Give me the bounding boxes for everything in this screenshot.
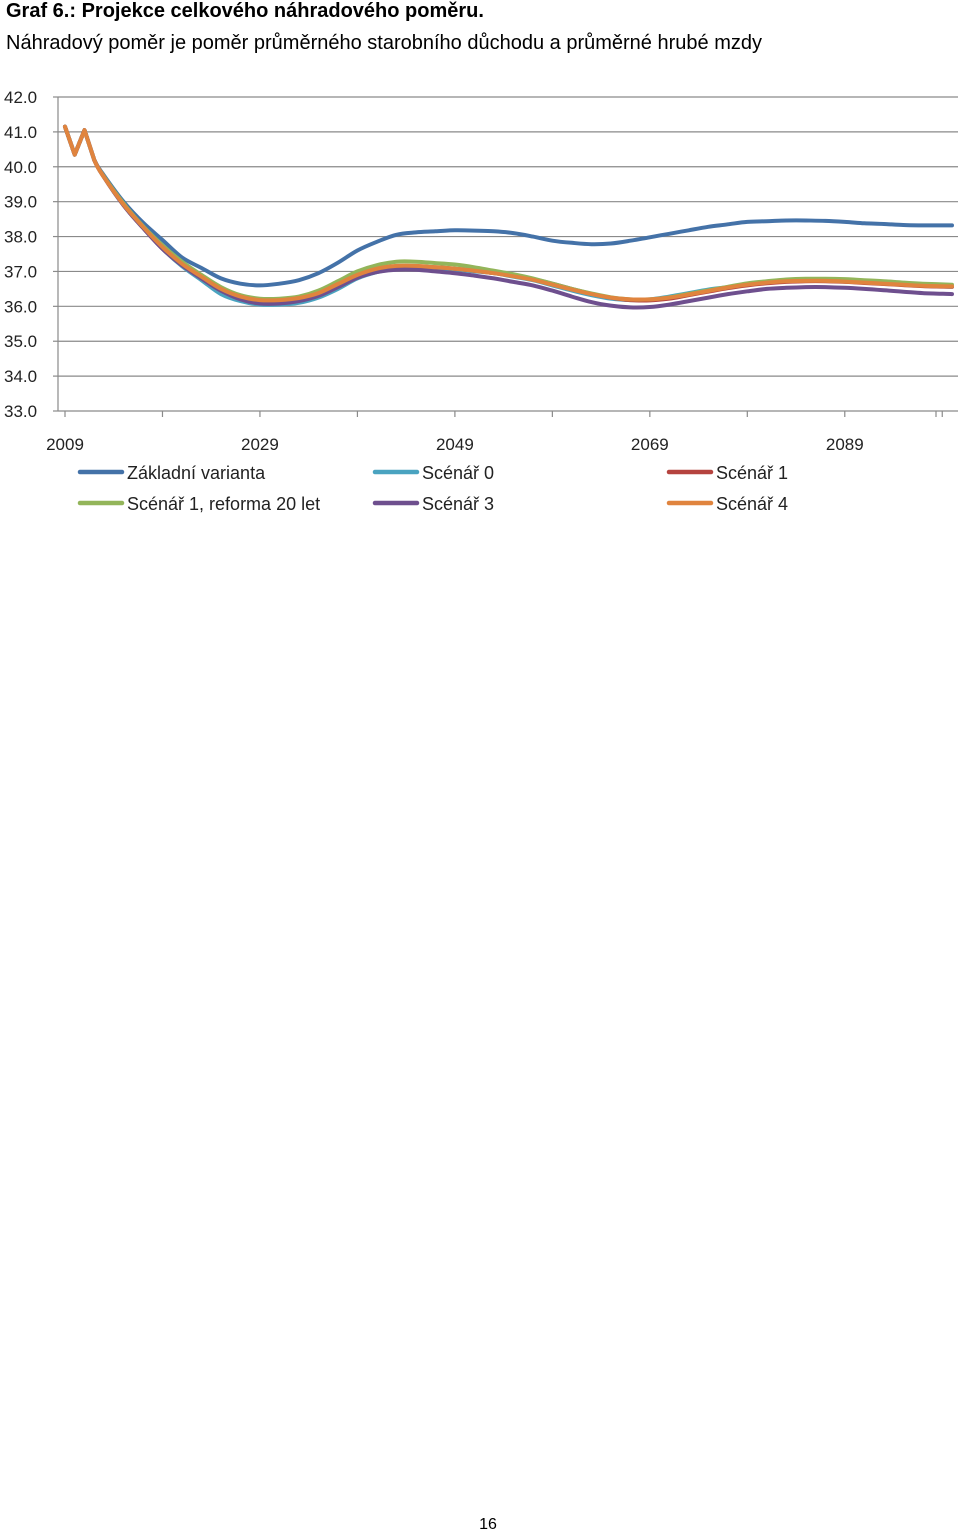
y-tick-label: 33.0 — [4, 402, 37, 421]
legend-label: Scénář 4 — [716, 494, 788, 514]
x-tick-label: 2089 — [826, 435, 864, 454]
x-tick-label: 2009 — [46, 435, 84, 454]
y-tick-label: 41.0 — [4, 123, 37, 142]
series-line-1 — [63, 124, 954, 288]
y-tick-label: 36.0 — [4, 297, 37, 316]
series-line-6 — [63, 124, 954, 303]
legend-label: Základní varianta — [127, 463, 266, 483]
y-tick-labels: 42.0 41.0 40.0 39.0 38.0 37.0 36.0 35.0 34.0 33.0 — [4, 88, 37, 421]
y-tick-label: 42.0 — [4, 88, 37, 107]
y-tick-label: 39.0 — [4, 193, 37, 212]
chart-title: Graf 6.: Projekce celkového náhradového … — [6, 0, 484, 22]
chart-subtitle: Náhradový poměr je poměr průměrného star… — [6, 32, 762, 54]
series-lines — [63, 124, 954, 310]
legend-label: Scénář 1, reforma 20 let — [127, 494, 320, 514]
x-tick-label: 2069 — [631, 435, 669, 454]
x-tick-label: 2029 — [241, 435, 279, 454]
legend-label: Scénář 0 — [422, 463, 494, 483]
page-number: 16 — [479, 1516, 497, 1533]
x-tick-labels: 2009 2029 2049 2069 2089 — [46, 435, 864, 454]
legend: Základní varianta Scénář 0 Scénář 1 Scénář … — [77, 463, 788, 514]
grid-lines — [58, 96, 958, 377]
y-tick-label: 40.0 — [4, 158, 37, 177]
line-chart: 42.0 41.0 40.0 39.0 38.0 37.0 36.0 35.0 34.0 33.0… — [4, 88, 958, 514]
axes — [53, 96, 958, 417]
y-tick-label: 38.0 — [4, 228, 37, 247]
legend-label: Scénář 3 — [422, 494, 494, 514]
y-tick-label: 35.0 — [4, 332, 37, 351]
y-tick-label: 37.0 — [4, 262, 37, 281]
x-tick-label: 2049 — [436, 435, 474, 454]
y-tick-label: 34.0 — [4, 367, 37, 386]
legend-label: Scénář 1 — [716, 463, 788, 483]
